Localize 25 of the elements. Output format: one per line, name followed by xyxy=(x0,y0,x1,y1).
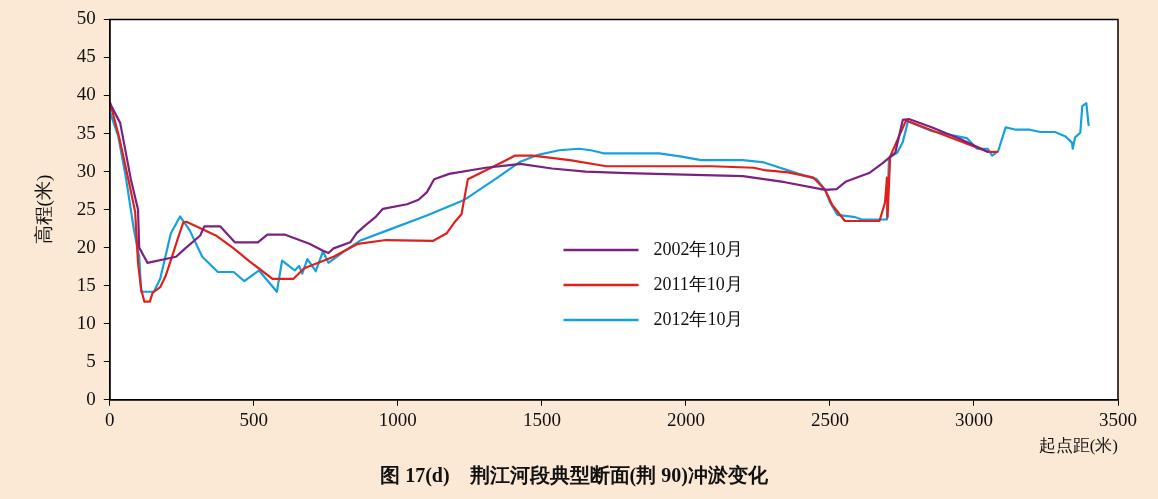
y-tick-label: 45 xyxy=(76,45,96,67)
y-axis-title: 高程(米) xyxy=(33,174,56,245)
legend-label: 2011年10月 xyxy=(653,273,743,294)
x-tick-label: 2000 xyxy=(666,409,705,431)
x-tick-label: 3000 xyxy=(954,409,993,431)
y-tick-label: 35 xyxy=(76,121,96,143)
y-tick-label: 25 xyxy=(76,197,96,219)
legend-label: 2012年10月 xyxy=(653,308,744,329)
y-tick-label: 20 xyxy=(76,235,96,257)
x-tick-label: 3500 xyxy=(1099,409,1137,431)
y-tick-label: 30 xyxy=(76,159,96,181)
x-tick-label: 500 xyxy=(239,409,269,431)
x-tick-label: 0 xyxy=(105,409,115,431)
x-tick-label: 1500 xyxy=(522,409,561,431)
y-tick-label: 5 xyxy=(86,349,96,371)
y-tick-label: 40 xyxy=(76,83,96,105)
x-tick-label: 1000 xyxy=(378,409,417,431)
y-tick-label: 15 xyxy=(76,273,96,295)
x-axis-title: 起点距(米) xyxy=(1038,436,1118,456)
y-tick-label: 0 xyxy=(86,387,96,409)
y-tick-label: 10 xyxy=(76,311,96,333)
y-tick-label: 50 xyxy=(76,7,96,29)
legend-label: 2002年10月 xyxy=(653,238,744,259)
x-tick-label: 2500 xyxy=(810,409,849,431)
text: 图 17(d) 荆江河段典型断面(荆 90)冲淤变化 xyxy=(380,464,769,488)
